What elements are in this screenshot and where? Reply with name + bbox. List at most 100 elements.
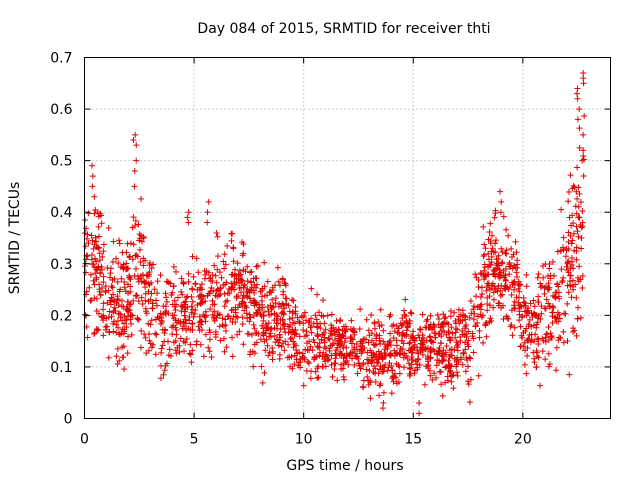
data-point [125,265,132,272]
data-point [225,313,232,320]
data-point [449,372,456,379]
data-point [549,303,556,310]
data-point [576,106,583,113]
data-point [110,291,117,298]
data-point [417,326,424,333]
data-point [100,279,107,286]
data-point [146,262,153,269]
data-point [216,269,223,276]
data-point [440,311,447,318]
data-point [248,268,255,275]
data-point [447,363,454,370]
data-point [293,331,300,338]
data-point [177,318,184,325]
data-point [567,232,574,239]
data-point [465,337,472,344]
data-point [436,315,443,322]
data-point [376,382,383,389]
data-point [486,293,493,300]
data-point [474,319,481,326]
data-point [146,331,153,338]
data-point [272,295,279,302]
data-point [192,280,199,287]
data-point [151,286,158,293]
data-point [440,320,447,327]
data-point [285,302,292,309]
data-point [551,293,558,300]
data-point [150,261,157,268]
data-point [452,334,459,341]
data-point [404,355,411,362]
data-point [379,405,386,412]
x-axis-label: GPS time / hours [286,458,403,474]
data-point [189,320,196,327]
data-point [88,232,95,239]
data-point [384,342,391,349]
data-point [568,222,575,229]
data-point [204,219,211,226]
x-tick-label: 0 [80,432,89,448]
data-point [277,326,284,333]
data-point [170,283,177,290]
data-point [545,363,552,370]
data-point [93,266,100,273]
data-point [113,353,120,360]
data-point [209,271,216,278]
data-point [517,343,524,350]
data-point [297,364,304,371]
data-point [213,229,220,236]
data-point [314,323,321,330]
data-point [252,284,259,291]
data-point [463,322,470,329]
data-point [138,232,145,239]
data-point [171,297,178,304]
data-point [232,319,239,326]
data-point [545,300,552,307]
data-point [580,75,587,82]
data-point [580,172,587,179]
data-point [277,317,284,324]
data-point [140,262,147,269]
data-point [132,252,139,259]
data-point [167,353,174,360]
data-point [291,352,298,359]
data-point [82,269,89,276]
data-point [195,269,202,276]
data-point [197,300,204,307]
data-point [121,366,128,373]
data-point [558,206,565,213]
data-point [573,210,580,217]
data-point [189,285,195,292]
data-point [506,259,513,266]
data-point [254,311,261,318]
data-point [135,221,142,228]
data-point [312,368,319,375]
data-point [488,259,495,266]
data-point [376,366,383,373]
data-point [236,328,243,335]
data-point [138,294,145,301]
data-point [570,265,577,272]
data-point [574,116,581,123]
data-point [542,338,549,345]
data-point [109,258,116,265]
data-point [479,312,486,319]
data-point [251,325,258,332]
data-point [310,320,317,327]
data-point [514,257,521,264]
data-point [121,284,128,291]
data-point [482,322,489,329]
data-point [95,326,102,333]
data-point [220,258,227,265]
data-point [408,310,415,317]
data-point [508,307,515,314]
data-point [97,212,104,219]
data-point [142,334,149,341]
data-point [490,289,497,296]
data-point [315,374,322,381]
data-point [181,323,188,330]
data-point [389,367,396,374]
data-point [524,309,531,316]
data-point [314,343,321,350]
data-point [186,317,193,324]
